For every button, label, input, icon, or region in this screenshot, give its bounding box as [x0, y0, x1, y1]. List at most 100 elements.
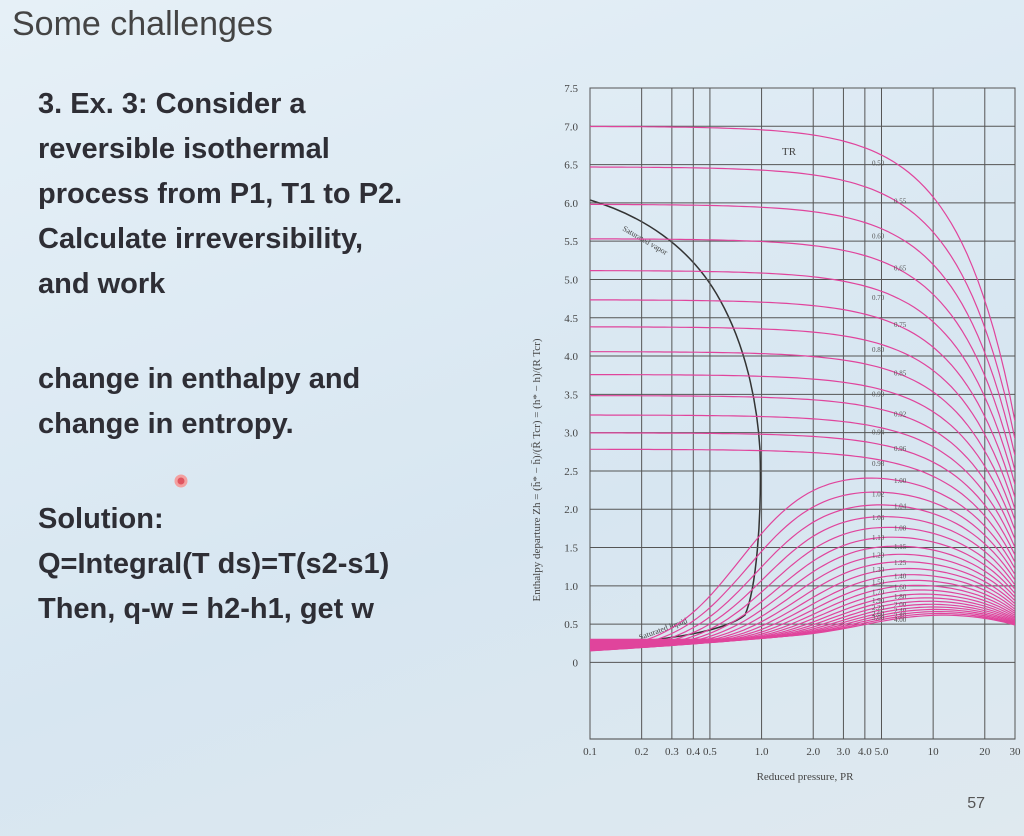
x-tick-label: 20 [979, 746, 991, 758]
isotherm-curve [590, 432, 1015, 556]
isotherm-curve [590, 614, 1015, 640]
text-line: Solution: [38, 503, 164, 535]
isotherm-label: 1.40 [894, 572, 907, 580]
y-tick-label: 0.5 [564, 619, 578, 631]
isotherm-label: 0.80 [872, 346, 885, 354]
slide-title: Some challenges [12, 5, 273, 43]
y-tick-label: 3.0 [564, 428, 578, 440]
y-tick-label: 7.5 [564, 83, 578, 95]
isotherm-label: 2.40 [894, 607, 907, 615]
isotherm-label: 0.50 [872, 160, 885, 168]
saturation-dome [589, 199, 762, 649]
y-tick-label: 3.5 [564, 389, 578, 401]
isotherm-curve [590, 125, 1015, 422]
isotherm-label: 0.96 [894, 445, 907, 453]
y-tick-label: 2.0 [564, 504, 578, 516]
y-tick-label: 0 [573, 657, 579, 669]
text-line: change in entropy. [38, 408, 294, 440]
isotherm-label: 1.50 [872, 578, 885, 586]
isotherm-label: 2.00 [894, 601, 907, 609]
isotherm-label: 1.70 [872, 589, 885, 597]
y-tick-label: 1.0 [564, 581, 578, 593]
text-line: change in enthalpy and [38, 363, 360, 395]
x-axis-label: Reduced pressure, PR [757, 771, 855, 783]
isotherm-label: 1.04 [894, 503, 907, 511]
isotherm-label: 0.94 [872, 428, 885, 436]
y-axis-label: Enthalpy departure Zh = (h̄* − h̄)/(R̄ T… [531, 338, 543, 601]
y-tick-label: 5.0 [564, 274, 578, 286]
isotherm-curve [590, 203, 1015, 456]
isotherm-label: 1.06 [872, 514, 885, 522]
isotherm-curve [590, 414, 1015, 548]
isotherm-curve [590, 603, 1015, 644]
x-tick-label: 10 [928, 746, 940, 758]
isotherm-label: 0.70 [872, 294, 885, 302]
isotherm-curve [590, 166, 1015, 440]
isotherm-label: 1.20 [872, 551, 885, 559]
isotherm-label: 0.92 [894, 410, 907, 418]
isotherm-label: 1.00 [894, 477, 907, 485]
isotherm-curve [590, 477, 1015, 652]
y-tick-label: 7.0 [564, 121, 578, 133]
page-number: 57 [967, 795, 985, 812]
text-line: Calculate irreversibility, [38, 223, 363, 255]
isotherm-curve [590, 326, 1015, 510]
isotherm-label: 0.90 [872, 391, 885, 399]
isotherm-label: 1.60 [894, 584, 907, 592]
pointer-dot [174, 474, 188, 488]
isotherm-label: 1.80 [894, 593, 907, 601]
text-line: process from P1, T1 to P2. [38, 178, 402, 210]
isotherm-label: 0.60 [872, 232, 885, 240]
isotherm-label: 2.20 [872, 604, 885, 612]
x-tick-label: 30 [1010, 746, 1022, 758]
isotherm-label: 1.30 [872, 566, 885, 574]
isotherm-label: 0.65 [894, 264, 907, 272]
isotherm-curve [590, 448, 1015, 563]
isotherm-label: 0.85 [894, 369, 907, 377]
isotherm-label: 4.00 [894, 616, 907, 624]
isotherm-curve [590, 491, 1015, 652]
x-tick-label: 0.5 [703, 746, 717, 758]
text-line: Q=Integral(T ds)=T(s2-s1) [38, 548, 389, 580]
y-tick-label: 4.5 [564, 313, 578, 325]
x-tick-label: 5.0 [875, 746, 889, 758]
isotherm-curve [590, 270, 1015, 485]
isotherm-label: 0.75 [894, 321, 907, 329]
y-tick-label: 6.5 [564, 160, 578, 172]
dome-label: Saturated vapor [621, 224, 669, 257]
y-tick-label: 4.0 [564, 351, 578, 363]
isotherm-label: 1.10 [872, 534, 885, 542]
text-line: reversible isothermal [38, 133, 330, 165]
isotherm-curve [590, 395, 1015, 540]
isotherm-label: 1.15 [894, 543, 907, 551]
text-line: Then, q-w = h2-h1, get w [38, 593, 374, 625]
isotherm-label: 1.08 [894, 524, 907, 532]
isotherm-curve [590, 299, 1015, 498]
text-line: 3. Ex. 3: Consider a [38, 88, 306, 120]
x-tick-label: 0.1 [583, 746, 597, 758]
x-tick-label: 1.0 [755, 746, 769, 758]
isotherm-curve [590, 351, 1015, 521]
isotherm-curve [590, 374, 1015, 531]
y-tick-label: 2.5 [564, 466, 578, 478]
isotherm-label: 0.98 [872, 460, 885, 468]
tr-label: TR [782, 146, 797, 158]
isotherm-curve [590, 238, 1015, 471]
isotherm-label: 3.00 [872, 614, 885, 622]
isotherm-label: 2.60 [872, 610, 885, 618]
x-tick-label: 2.0 [806, 746, 820, 758]
x-tick-label: 4.0 [858, 746, 872, 758]
x-tick-label: 0.2 [635, 746, 649, 758]
x-tick-label: 0.4 [686, 746, 700, 758]
y-tick-label: 6.0 [564, 198, 578, 210]
isotherm-label: 1.25 [894, 559, 907, 567]
x-tick-label: 0.3 [665, 746, 679, 758]
isotherm-label: 1.90 [872, 597, 885, 605]
text-line: and work [38, 268, 166, 300]
y-tick-label: 1.5 [564, 543, 578, 555]
y-tick-label: 5.5 [564, 236, 578, 248]
isotherm-label: 1.02 [872, 490, 885, 498]
isotherm-label: 0.55 [894, 197, 907, 205]
